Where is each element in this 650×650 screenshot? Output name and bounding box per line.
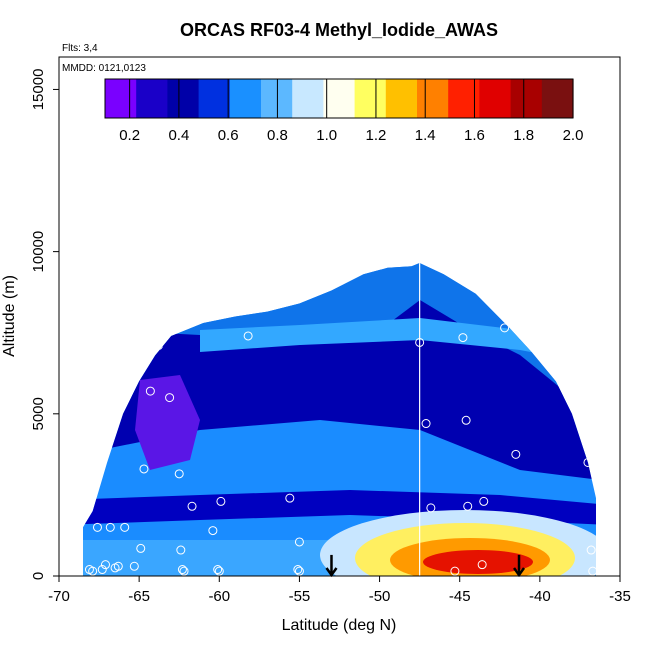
sample-point — [479, 496, 489, 506]
sample-point — [92, 522, 102, 532]
colorbar-cell — [385, 79, 418, 118]
colorbar-tick-label: 0.4 — [168, 127, 189, 144]
sample-point — [177, 565, 187, 575]
sample-point — [586, 545, 596, 555]
y-tick-label: 0 — [30, 572, 47, 580]
sample-point — [243, 331, 253, 341]
sample-point — [421, 419, 431, 429]
down-arrow-marker — [325, 554, 338, 578]
sample-point — [136, 543, 146, 553]
sample-point — [294, 566, 304, 576]
sample-point — [208, 526, 218, 536]
colorbar-tick-label: 1.6 — [464, 127, 485, 144]
x-tick-label: -40 — [529, 588, 551, 605]
sample-point — [113, 561, 123, 571]
colorbar-tick-label: 1.4 — [415, 127, 436, 144]
colorbar-cell — [479, 79, 512, 118]
x-tick-label: -35 — [609, 588, 631, 605]
x-tick-label: -55 — [289, 588, 311, 605]
sample-point — [500, 323, 510, 333]
sample-point — [477, 560, 487, 570]
colorbar-tick-label: 2.0 — [563, 127, 584, 144]
colorbar-cell — [105, 79, 137, 118]
sample-point — [165, 393, 175, 403]
y-tick-label: 5000 — [30, 397, 47, 430]
colorbar-cell — [510, 79, 543, 118]
colorbar-cell — [417, 79, 449, 118]
colorbar-cell — [198, 79, 231, 118]
sample-point — [145, 386, 155, 396]
colorbar-cell — [354, 79, 387, 118]
sample-point — [450, 566, 460, 576]
colorbar: 0.2 0.4 0.6 0.8 1.0 1.2 1.4 1.6 1.8 2.0 — [104, 78, 583, 144]
sample-point — [129, 561, 139, 571]
sample-points — [84, 323, 596, 576]
plot-area — [58, 56, 621, 578]
sample-point — [174, 469, 184, 479]
heatmap-red-core — [423, 550, 533, 574]
colorbar-cell — [136, 79, 168, 118]
colorbar-cell — [292, 79, 324, 118]
x-axis-label: Latitude (deg N) — [282, 617, 397, 634]
colorbar-tick-label: 1.8 — [513, 127, 534, 144]
colorbar-tick-label: 0.6 — [218, 127, 239, 144]
colorbar-cell — [261, 79, 293, 118]
down-arrow-marker — [513, 554, 526, 578]
y-tick-label: 15000 — [30, 69, 47, 111]
sample-point — [588, 566, 596, 576]
sample-point — [461, 415, 471, 425]
sample-point — [176, 545, 186, 555]
x-tick-label: -65 — [128, 588, 150, 605]
sample-point — [179, 566, 189, 576]
heatmap-purple-core — [135, 375, 200, 470]
sample-point — [511, 449, 521, 459]
x-tick-label: -70 — [48, 588, 70, 605]
sample-point — [120, 522, 130, 532]
sample-point — [214, 566, 224, 576]
sample-point — [426, 503, 436, 513]
colorbar-tick-label: 1.0 — [316, 127, 337, 144]
y-axis-label: Altitude (m) — [1, 275, 18, 357]
plot-frame — [58, 56, 621, 577]
sample-point — [139, 464, 149, 474]
sample-point — [285, 493, 295, 503]
colorbar-cells — [105, 79, 574, 118]
sample-point — [100, 560, 110, 570]
x-tick-label: -50 — [369, 588, 391, 605]
sample-point — [105, 522, 115, 532]
sample-point — [97, 565, 107, 575]
flights-note: Flts: 3,4 — [62, 43, 98, 54]
sample-point — [294, 537, 304, 547]
sample-point — [216, 496, 226, 506]
colorbar-tick-label: 0.2 — [119, 127, 140, 144]
sample-point — [415, 337, 425, 347]
colorbar-tick-label: 1.2 — [366, 127, 387, 144]
heatmap-light-blue-streak — [200, 318, 596, 365]
colorbar-cell — [323, 79, 356, 118]
x-tick-label: -45 — [449, 588, 471, 605]
sample-point — [213, 565, 223, 575]
colorbar-frame — [104, 78, 574, 119]
y-axis: 0 5000 10000 15000 — [30, 69, 59, 580]
sample-point — [293, 565, 303, 575]
colorbar-cell — [448, 79, 480, 118]
dates-note: MMDD: 0121,0123 — [62, 63, 146, 74]
arrow-markers — [325, 554, 526, 578]
x-axis: -70 -65 -60 -55 -50 -45 -40 -35 — [48, 576, 631, 605]
colorbar-cell — [541, 79, 574, 118]
y-tick-label: 10000 — [30, 231, 47, 273]
sample-point — [458, 333, 468, 343]
colorbar-tick-label: 0.8 — [267, 127, 288, 144]
colorbar-cell — [167, 79, 200, 118]
x-tick-label: -60 — [208, 588, 230, 605]
colorbar-cell — [229, 79, 262, 118]
sample-point — [463, 501, 473, 511]
sample-point — [88, 566, 98, 576]
colorbar-ticks: 0.2 0.4 0.6 0.8 1.0 1.2 1.4 1.6 1.8 2.0 — [119, 79, 583, 144]
sample-point — [187, 501, 197, 511]
chart-title: ORCAS RF03-4 Methyl_Iodide_AWAS — [180, 20, 498, 40]
